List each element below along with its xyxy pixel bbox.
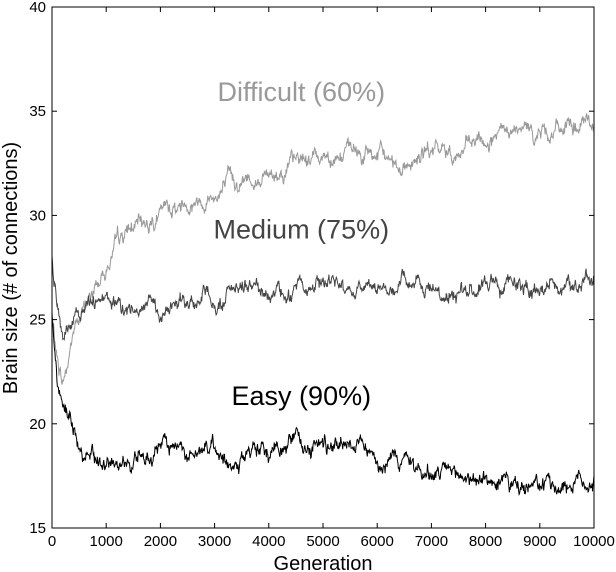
series-label-easy: Easy (90%): [232, 381, 372, 411]
x-tick-label: 5000: [306, 533, 339, 550]
series-label-difficult: Difficult (60%): [218, 77, 386, 107]
x-tick-label: 1000: [90, 533, 123, 550]
y-tick-label: 25: [29, 312, 46, 329]
x-tick-label: 0: [48, 533, 56, 550]
y-tick-label: 20: [29, 416, 46, 433]
series-label-layer: Difficult (60%) Medium (75%) Easy (90%): [214, 77, 390, 411]
tick-layer: 0 1000 2000 3000 4000 5000 6000 7000 8000 9000 100…: [29, 0, 615, 550]
x-axis-title: Generation: [274, 553, 373, 572]
y-tick-label: 30: [29, 207, 46, 224]
x-tick-label: 8000: [469, 533, 502, 550]
series-line-easy: [51, 312, 595, 496]
x-tick-label: 4000: [252, 533, 285, 550]
y-tick-label: 40: [29, 0, 46, 16]
y-tick-label: 35: [29, 103, 46, 120]
x-tick-label: 10000: [573, 533, 615, 550]
y-axis-title: Brain size (# of connections): [0, 142, 22, 394]
x-tick-label: 2000: [144, 533, 177, 550]
x-tick-label: 7000: [415, 533, 448, 550]
x-tick-label: 9000: [523, 533, 556, 550]
series-line-difficult: [51, 113, 595, 385]
series-line-medium: [51, 255, 595, 341]
series-label-medium: Medium (75%): [214, 214, 390, 244]
series-layer: [51, 113, 595, 496]
y-tick-label: 15: [29, 520, 46, 537]
x-tick-label: 6000: [361, 533, 394, 550]
x-tick-label: 3000: [198, 533, 231, 550]
